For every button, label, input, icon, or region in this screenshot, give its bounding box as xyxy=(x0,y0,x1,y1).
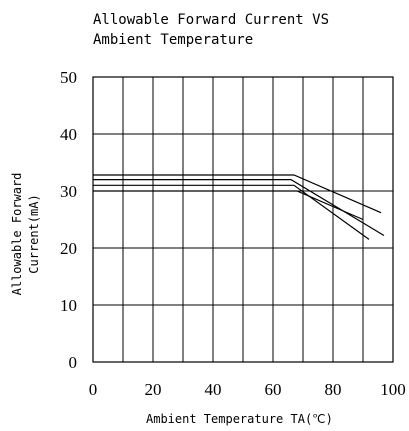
y-tick-label: 50 xyxy=(60,68,77,87)
y-tick-label: 0 xyxy=(69,353,78,372)
x-tick-label: 100 xyxy=(380,380,406,399)
x-tick-label: 60 xyxy=(265,380,282,399)
chart-title-line-2: Ambient Temperature xyxy=(93,32,253,48)
y-tick-label: 10 xyxy=(60,296,77,315)
y-axis-label-line-1: Allowable Forward xyxy=(10,173,24,296)
x-tick-label: 0 xyxy=(89,380,98,399)
grid xyxy=(93,77,393,362)
tick-labels: 0 20 40 60 80 100 0 10 20 30 40 50 xyxy=(60,68,406,399)
y-axis-label-line-2: Current(mA) xyxy=(27,194,41,273)
y-axis-label: Allowable Forward Current(mA) xyxy=(10,173,41,296)
plot-area-frame xyxy=(92,76,394,363)
x-tick-label: 40 xyxy=(205,380,222,399)
series-line-3 xyxy=(93,184,370,240)
series-group xyxy=(93,174,385,240)
x-tick-label: 20 xyxy=(145,380,162,399)
series-line-4 xyxy=(93,190,364,221)
y-tick-label: 20 xyxy=(60,239,77,258)
y-tick-label: 30 xyxy=(60,182,77,201)
x-axis-label: Ambient Temperature TA(℃) xyxy=(146,412,333,426)
series-line-2 xyxy=(93,179,385,237)
x-tick-label: 80 xyxy=(325,380,342,399)
chart-title-line-1: Allowable Forward Current VS xyxy=(93,12,329,28)
series-line-1 xyxy=(93,174,382,214)
y-tick-label: 40 xyxy=(60,125,77,144)
